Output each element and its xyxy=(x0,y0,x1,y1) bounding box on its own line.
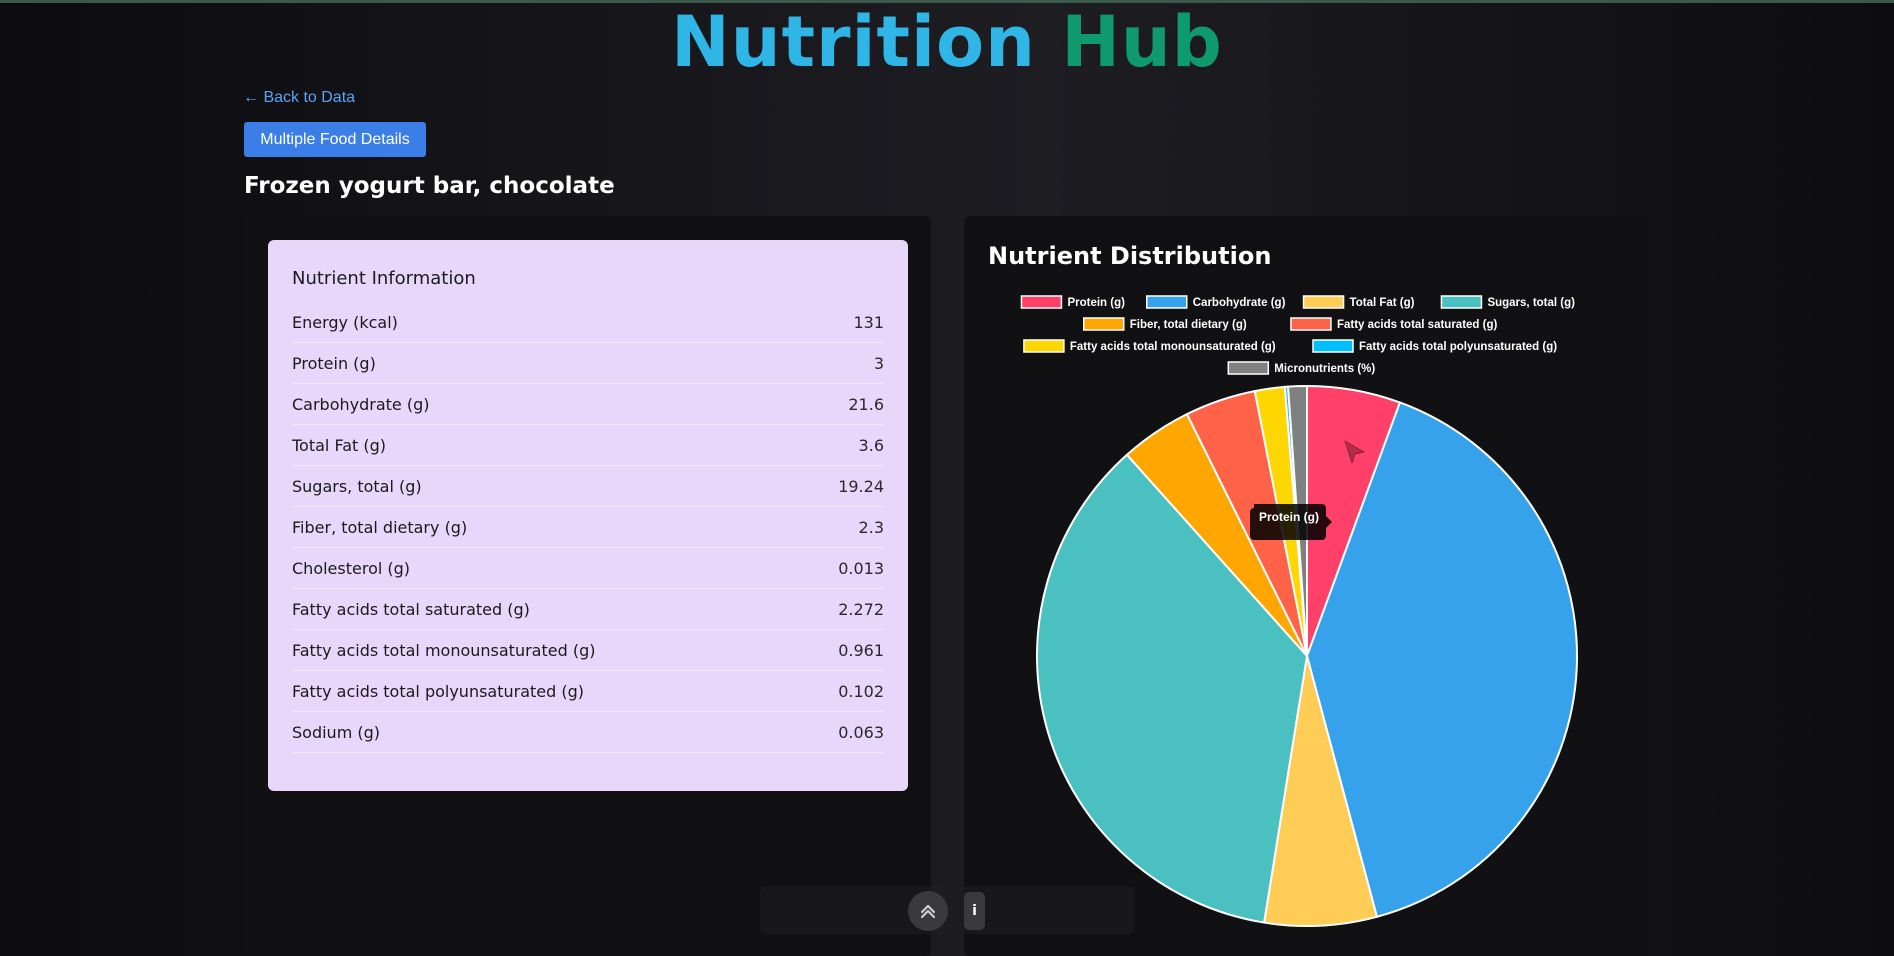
nutrient-value: 0.102 xyxy=(838,681,884,701)
distribution-title: Nutrient Distribution xyxy=(988,242,1272,270)
legend-item[interactable]: Fatty acids total saturated (g) xyxy=(1290,317,1498,331)
multiple-food-details-button[interactable]: Multiple Food Details xyxy=(244,122,426,157)
nutrient-info-card: Nutrient Information Energy (kcal) 131 Pr… xyxy=(268,240,908,791)
legend-item[interactable]: Fatty acids total monounsaturated (g) xyxy=(1023,339,1276,353)
legend-label: Micronutrients (%) xyxy=(1274,363,1375,375)
nutrient-name: Total Fat (g) xyxy=(292,435,386,455)
nutrient-pie-chart[interactable]: Protein (g) Carbohydrate (g) Total Fat (g)… xyxy=(964,216,1652,956)
nutrient-row: Carbohydrate (g) 21.6 xyxy=(292,384,884,425)
double-chevron-up-icon xyxy=(920,904,936,919)
legend-item[interactable]: Micronutrients (%) xyxy=(1227,361,1375,375)
nutrient-name: Fatty acids total saturated (g) xyxy=(292,599,530,619)
pie-slice[interactable] xyxy=(1036,453,1309,924)
app-title: Nutrition Hub xyxy=(0,2,1894,82)
tooltip-label: Protein (g) xyxy=(1259,510,1319,524)
tooltip-box xyxy=(1250,504,1332,540)
legend-swatch xyxy=(1302,295,1345,309)
nutrient-name: Sodium (g) xyxy=(292,722,380,742)
nutrient-card-title: Nutrient Information xyxy=(292,268,476,289)
legend-label: Carbohydrate (g) xyxy=(1193,297,1286,309)
nutrient-name: Energy (kcal) xyxy=(292,312,398,332)
app-title-part2: Hub xyxy=(1061,1,1223,83)
legend-swatch xyxy=(1023,339,1065,353)
legend-item[interactable]: Protein (g) xyxy=(1020,295,1125,309)
distribution-panel: Nutrient Distribution Protein (g) Carbohy… xyxy=(964,216,1652,956)
nutrient-row: Fatty acids total polyunsaturated (g) 0.1… xyxy=(292,671,884,712)
nutrient-name: Fatty acids total polyunsaturated (g) xyxy=(292,681,585,701)
app-title-part1: Nutrition xyxy=(671,1,1036,83)
legend-swatch xyxy=(1020,295,1063,309)
nutrient-value: 3.6 xyxy=(858,435,884,455)
nutrient-value: 19.24 xyxy=(838,476,884,496)
legend-swatch xyxy=(1440,295,1483,309)
legend-label: Protein (g) xyxy=(1067,297,1125,309)
legend-swatch xyxy=(1312,339,1354,353)
nutrient-name: Sugars, total (g) xyxy=(292,476,422,496)
top-border xyxy=(0,0,1894,3)
legend-item[interactable]: Total Fat (g) xyxy=(1302,295,1415,309)
chart-tooltip: Protein (g) xyxy=(1250,504,1332,540)
nutrient-value: 131 xyxy=(853,312,884,332)
legend-swatch xyxy=(1290,317,1332,331)
pie-slice[interactable] xyxy=(1305,401,1578,919)
legend-label: Fatty acids total monounsaturated (g) xyxy=(1070,341,1276,353)
nutrient-value: 2.272 xyxy=(838,599,884,619)
legend-label: Total Fat (g) xyxy=(1350,297,1415,309)
legend-item[interactable]: Carbohydrate (g) xyxy=(1146,295,1286,309)
legend-item[interactable]: Fiber, total dietary (g) xyxy=(1083,317,1247,331)
nutrient-name: Fatty acids total monounsaturated (g) xyxy=(292,640,596,660)
food-title: Frozen yogurt bar, chocolate xyxy=(244,173,615,199)
nutrient-row: Fatty acids total saturated (g) 2.272 xyxy=(292,589,884,630)
nutrient-value: 21.6 xyxy=(848,394,884,414)
pie-slice[interactable] xyxy=(1262,655,1379,927)
nutrient-row: Fatty acids total monounsaturated (g) 0.9… xyxy=(292,630,884,671)
nutrient-name: Carbohydrate (g) xyxy=(292,394,430,414)
nutrient-row: Total Fat (g) 3.6 xyxy=(292,425,884,466)
back-to-data-link[interactable]: ← Back to Data xyxy=(243,89,356,106)
nutrient-value: 3 xyxy=(873,353,884,373)
nutrient-row: Cholesterol (g) 0.013 xyxy=(292,548,884,589)
nutrient-row: Fiber, total dietary (g) 2.3 xyxy=(292,507,884,548)
nutrient-row: Energy (kcal) 131 xyxy=(292,302,884,343)
nutrient-panel: Nutrient Information Energy (kcal) 131 Pr… xyxy=(244,216,931,956)
legend-label: Sugars, total (g) xyxy=(1487,297,1575,309)
legend-item[interactable]: Sugars, total (g) xyxy=(1440,295,1575,309)
nutrient-name: Protein (g) xyxy=(292,353,376,373)
legend-swatch xyxy=(1083,317,1125,331)
nutrient-value: 0.961 xyxy=(838,640,884,660)
legend-label: Fatty acids total polyunsaturated (g) xyxy=(1359,341,1557,353)
nutrient-name: Cholesterol (g) xyxy=(292,558,411,578)
legend-swatch xyxy=(1146,295,1188,309)
nutrient-name: Fiber, total dietary (g) xyxy=(292,517,468,537)
nutrient-value: 0.063 xyxy=(838,722,884,742)
cursor-icon xyxy=(1344,439,1366,465)
legend-label: Fiber, total dietary (g) xyxy=(1130,319,1247,331)
scroll-to-top-button[interactable] xyxy=(908,891,948,931)
nutrient-row: Protein (g) 3 xyxy=(292,343,884,384)
legend-swatch xyxy=(1227,361,1270,375)
info-button[interactable]: i xyxy=(964,892,985,930)
nutrient-value: 0.013 xyxy=(838,558,884,578)
nutrient-list: Energy (kcal) 131 Protein (g) 3 Carbohydra… xyxy=(292,302,884,753)
legend-item[interactable]: Fatty acids total polyunsaturated (g) xyxy=(1312,339,1557,353)
nutrient-row: Sugars, total (g) 19.24 xyxy=(292,466,884,507)
legend-label: Fatty acids total saturated (g) xyxy=(1337,319,1498,331)
nutrient-row: Sodium (g) 0.063 xyxy=(292,712,884,753)
nutrient-value: 2.3 xyxy=(858,517,884,537)
